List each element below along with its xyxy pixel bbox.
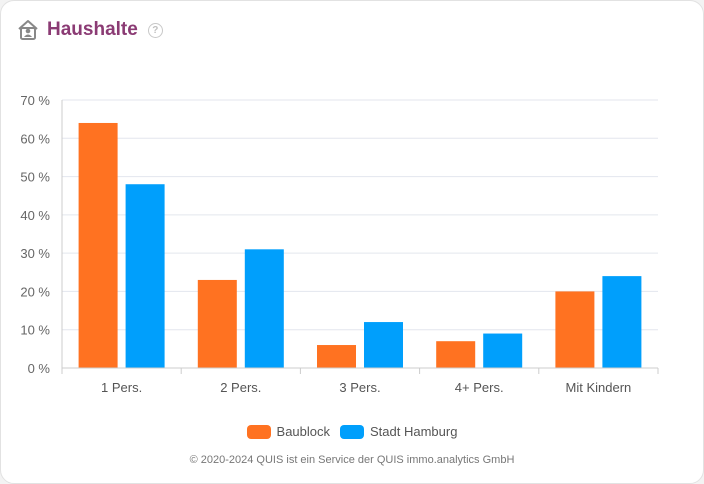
y-tick-label: 10 % <box>20 323 50 338</box>
bar-stadt-hamburg[interactable] <box>244 249 284 368</box>
copyright-footer: © 2020-2024 QUIS ist ein Service der QUI… <box>189 454 515 466</box>
legend-item-baublock[interactable]: Baublock <box>246 424 331 439</box>
y-tick-label: 40 % <box>20 208 50 223</box>
bar-baublock[interactable] <box>436 341 476 368</box>
help-icon[interactable]: ? <box>147 22 163 38</box>
bar-stadt-hamburg[interactable] <box>602 276 642 368</box>
bar-stadt-hamburg[interactable] <box>364 322 403 368</box>
legend-item-stadt-hamburg[interactable]: Stadt Hamburg <box>340 424 457 439</box>
bar-baublock[interactable] <box>78 122 118 368</box>
page-title: Haushalte <box>47 19 138 40</box>
y-tick-label: 60 % <box>20 131 50 146</box>
x-tick-label: 1 Pers. <box>101 380 142 395</box>
home-person-icon <box>18 20 38 40</box>
x-tick-label: 3 Pers. <box>339 380 380 395</box>
y-tick-label: 0 % <box>28 361 51 376</box>
y-tick-label: 20 % <box>20 284 50 299</box>
y-tick-label: 50 % <box>20 170 50 185</box>
bar-stadt-hamburg[interactable] <box>483 333 523 368</box>
x-tick-label: 4+ Pers. <box>455 380 504 395</box>
y-tick-label: 70 % <box>20 93 50 108</box>
card-header: Haushalte ? <box>17 19 163 41</box>
x-axis-labels: 1 Pers. 2 Pers. 3 Pers. 4+ Pers. Mit Kindern <box>101 380 631 395</box>
legend-label: Baublock <box>276 424 331 439</box>
bars <box>78 122 642 368</box>
bar-baublock[interactable] <box>317 345 356 368</box>
y-tick-label: 30 % <box>20 246 50 261</box>
legend-swatch <box>246 424 271 439</box>
x-tick-label: Mit Kindern <box>566 380 632 395</box>
legend-swatch <box>340 424 365 439</box>
bar-stadt-hamburg[interactable] <box>125 184 165 368</box>
x-axis <box>61 100 659 374</box>
legend: Baublock Stadt Hamburg <box>0 424 704 439</box>
bar-baublock[interactable] <box>197 279 237 368</box>
y-axis-labels: 0 % 10 % 20 % 30 % 40 % 50 % 60 % 70 % <box>20 93 50 376</box>
bar-chart: 0 % 10 % 20 % 30 % 40 % 50 % 60 % 70 % 1 Pers. 2… <box>20 93 659 395</box>
x-tick-label: 2 Pers. <box>220 380 261 395</box>
legend-label: Stadt Hamburg <box>370 424 458 439</box>
bar-baublock[interactable] <box>555 291 595 368</box>
